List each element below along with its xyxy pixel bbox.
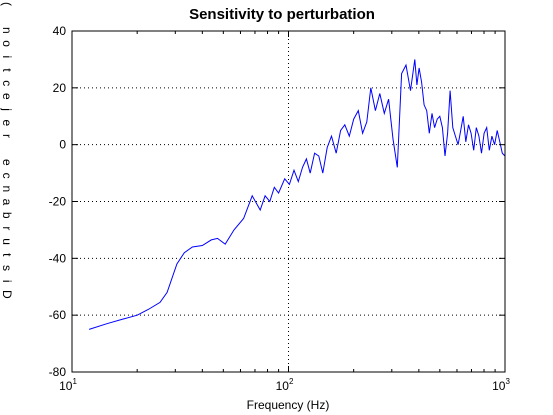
y-axis-label-char: e [0, 93, 14, 100]
y-axis-label-char: i [0, 55, 14, 58]
x-tick-label: 101 [59, 377, 77, 393]
axis-ticks: 101 102 103 40 20 0 -20 -40 -60 -80 [49, 24, 511, 393]
y-axis-label-char: s [0, 265, 14, 271]
y-tick-label: 20 [53, 81, 67, 95]
series-line [88, 59, 506, 330]
y-axis-label-char: ( [0, 2, 14, 6]
y-axis-label-char: c [0, 173, 14, 179]
y-tick-label: -60 [49, 308, 67, 322]
y-axis-label-char: n [0, 185, 14, 192]
y-tick-label: 40 [53, 24, 67, 38]
x-axis-label: Frequency (Hz) [247, 398, 330, 412]
plot-line-layer [88, 59, 506, 330]
y-axis-label-char: t [0, 253, 14, 257]
y-axis-label-char: c [0, 80, 14, 86]
x-tick-label: 102 [276, 377, 294, 393]
y-axis-label-char: u [0, 238, 14, 245]
y-tick-label: -80 [49, 365, 67, 379]
y-axis-label-char: e [0, 119, 14, 126]
y-axis-label-char: r [0, 226, 14, 230]
x-tick-label: 103 [492, 377, 510, 393]
y-tick-label: -40 [49, 251, 67, 265]
y-axis-label-char: e [0, 159, 14, 166]
y-axis-label-char: i [0, 280, 14, 283]
y-tick-label: -20 [49, 195, 67, 209]
y-axis-label-char: D [0, 290, 14, 299]
y-axis-label-char: j [0, 107, 14, 111]
y-tick-label: 0 [59, 138, 66, 152]
y-axis-label-char: b [0, 212, 14, 219]
y-axis-label-char: o [0, 40, 14, 47]
y-axis-label-char: n [0, 27, 14, 34]
grid [72, 31, 505, 372]
y-axis-label-char: a [0, 199, 14, 206]
y-axis-label-char: r [0, 134, 14, 138]
chart-title: Sensitivity to perturbation [189, 6, 375, 23]
y-axis-label-char: t [0, 68, 14, 72]
